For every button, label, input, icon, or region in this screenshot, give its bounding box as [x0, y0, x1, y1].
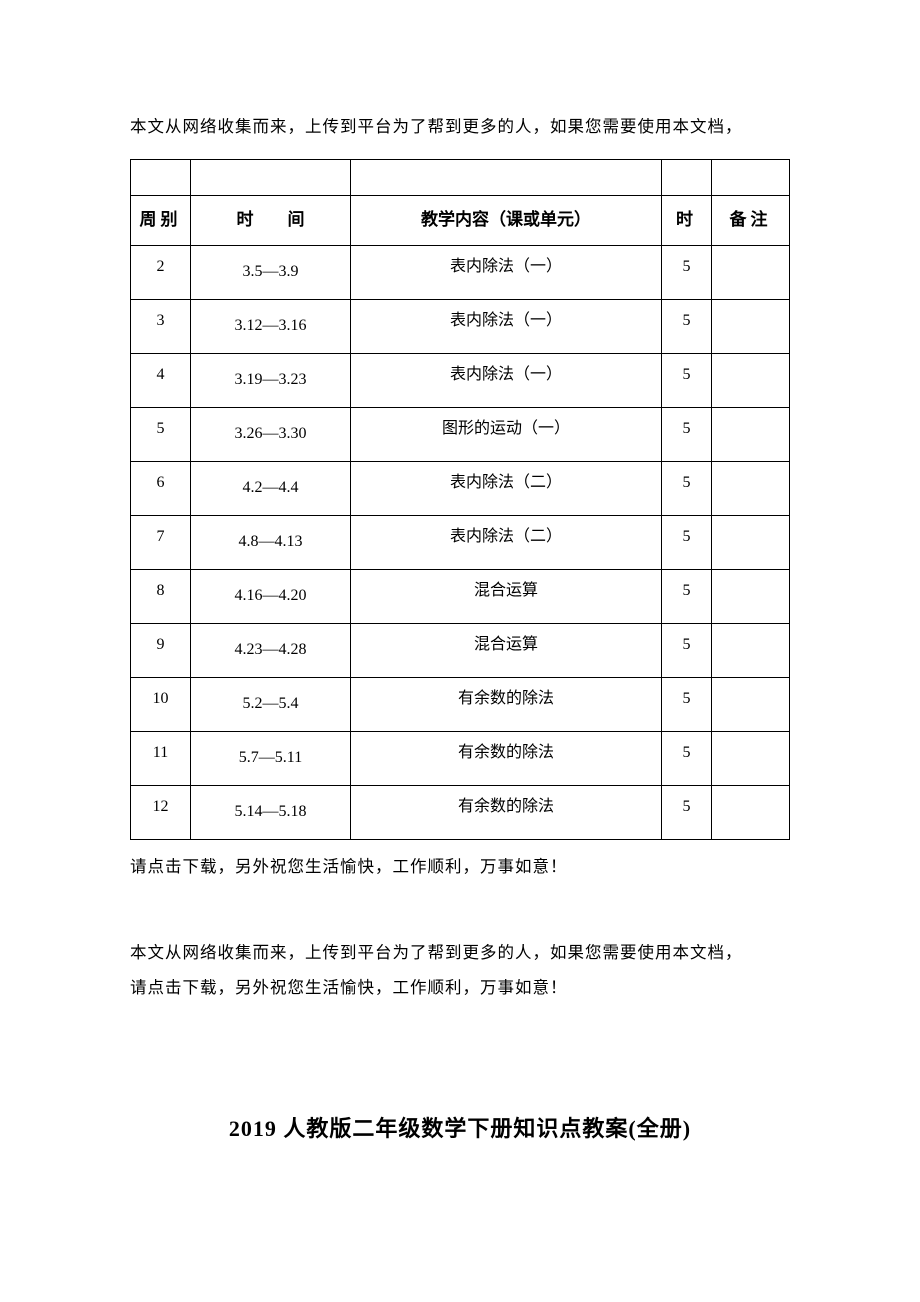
- blank-cell: [131, 159, 191, 195]
- table-row: 84.16—4.20混合运算5: [131, 569, 790, 623]
- cell-hours: 5: [662, 569, 712, 623]
- table-row: 105.2—5.4有余数的除法5: [131, 677, 790, 731]
- header-time: 时 间: [191, 195, 351, 245]
- closing-line: 请点击下载，另外祝您生活愉快，工作顺利，万事如意！: [130, 850, 790, 885]
- cell-hours: 5: [662, 299, 712, 353]
- cell-time: 4.2—4.4: [191, 461, 351, 515]
- cell-week: 6: [131, 461, 191, 515]
- header-topic: 教学内容（课或单元）: [351, 195, 662, 245]
- cell-time: 5.7—5.11: [191, 731, 351, 785]
- cell-note: [712, 677, 790, 731]
- cell-time: 5.2—5.4: [191, 677, 351, 731]
- cell-note: [712, 569, 790, 623]
- cell-note: [712, 515, 790, 569]
- cell-note: [712, 407, 790, 461]
- table-row: 94.23—4.28混合运算5: [131, 623, 790, 677]
- cell-topic: 表内除法（一）: [351, 353, 662, 407]
- cell-time: 3.5—3.9: [191, 245, 351, 299]
- cell-note: [712, 731, 790, 785]
- cell-week: 12: [131, 785, 191, 839]
- cell-note: [712, 785, 790, 839]
- cell-week: 9: [131, 623, 191, 677]
- blank-cell: [191, 159, 351, 195]
- cell-week: 10: [131, 677, 191, 731]
- blank-cell: [662, 159, 712, 195]
- cell-topic: 混合运算: [351, 569, 662, 623]
- cell-hours: 5: [662, 353, 712, 407]
- cell-week: 3: [131, 299, 191, 353]
- cell-topic: 有余数的除法: [351, 731, 662, 785]
- cell-note: [712, 461, 790, 515]
- second-paragraph: 本文从网络收集而来，上传到平台为了帮到更多的人，如果您需要使用本文档， 请点击下…: [130, 936, 790, 1005]
- cell-topic: 表内除法（二）: [351, 515, 662, 569]
- table-blank-row: [131, 159, 790, 195]
- table-row: 53.26—3.30图形的运动（一）5: [131, 407, 790, 461]
- cell-hours: 5: [662, 785, 712, 839]
- cell-time: 4.8—4.13: [191, 515, 351, 569]
- cell-hours: 5: [662, 623, 712, 677]
- table-row: 125.14—5.18有余数的除法5: [131, 785, 790, 839]
- intro-paragraph: 本文从网络收集而来，上传到平台为了帮到更多的人，如果您需要使用本文档，: [130, 110, 790, 145]
- cell-week: 2: [131, 245, 191, 299]
- cell-topic: 混合运算: [351, 623, 662, 677]
- cell-hours: 5: [662, 515, 712, 569]
- cell-time: 3.19—3.23: [191, 353, 351, 407]
- cell-topic: 图形的运动（一）: [351, 407, 662, 461]
- cell-week: 4: [131, 353, 191, 407]
- blank-cell: [351, 159, 662, 195]
- cell-time: 4.16—4.20: [191, 569, 351, 623]
- second-paragraph-line1: 本文从网络收集而来，上传到平台为了帮到更多的人，如果您需要使用本文档，: [130, 936, 790, 971]
- cell-note: [712, 623, 790, 677]
- cell-week: 5: [131, 407, 191, 461]
- cell-note: [712, 353, 790, 407]
- cell-topic: 表内除法（二）: [351, 461, 662, 515]
- table-row: 33.12—3.16表内除法（一）5: [131, 299, 790, 353]
- cell-time: 4.23—4.28: [191, 623, 351, 677]
- cell-time: 3.12—3.16: [191, 299, 351, 353]
- document-title: 2019 人教版二年级数学下册知识点教案(全册): [130, 1106, 790, 1152]
- cell-note: [712, 299, 790, 353]
- table-row: 23.5—3.9表内除法（一）5: [131, 245, 790, 299]
- cell-hours: 5: [662, 245, 712, 299]
- header-note: 备注: [712, 195, 790, 245]
- table-row: 64.2—4.4表内除法（二）5: [131, 461, 790, 515]
- table-header-row: 周别 时 间 教学内容（课或单元） 时 备注: [131, 195, 790, 245]
- cell-week: 8: [131, 569, 191, 623]
- cell-note: [712, 245, 790, 299]
- table-row: 43.19—3.23表内除法（一）5: [131, 353, 790, 407]
- cell-hours: 5: [662, 731, 712, 785]
- cell-topic: 表内除法（一）: [351, 299, 662, 353]
- cell-topic: 有余数的除法: [351, 677, 662, 731]
- cell-time: 5.14—5.18: [191, 785, 351, 839]
- cell-topic: 表内除法（一）: [351, 245, 662, 299]
- table-row: 74.8—4.13表内除法（二）5: [131, 515, 790, 569]
- cell-hours: 5: [662, 677, 712, 731]
- blank-cell: [712, 159, 790, 195]
- header-week: 周别: [131, 195, 191, 245]
- cell-hours: 5: [662, 407, 712, 461]
- cell-week: 11: [131, 731, 191, 785]
- cell-week: 7: [131, 515, 191, 569]
- header-hours: 时: [662, 195, 712, 245]
- cell-hours: 5: [662, 461, 712, 515]
- table-row: 115.7—5.11有余数的除法5: [131, 731, 790, 785]
- cell-topic: 有余数的除法: [351, 785, 662, 839]
- schedule-table: 周别 时 间 教学内容（课或单元） 时 备注 23.5—3.9表内除法（一）53…: [130, 159, 790, 840]
- cell-time: 3.26—3.30: [191, 407, 351, 461]
- second-paragraph-line2: 请点击下载，另外祝您生活愉快，工作顺利，万事如意！: [130, 971, 790, 1006]
